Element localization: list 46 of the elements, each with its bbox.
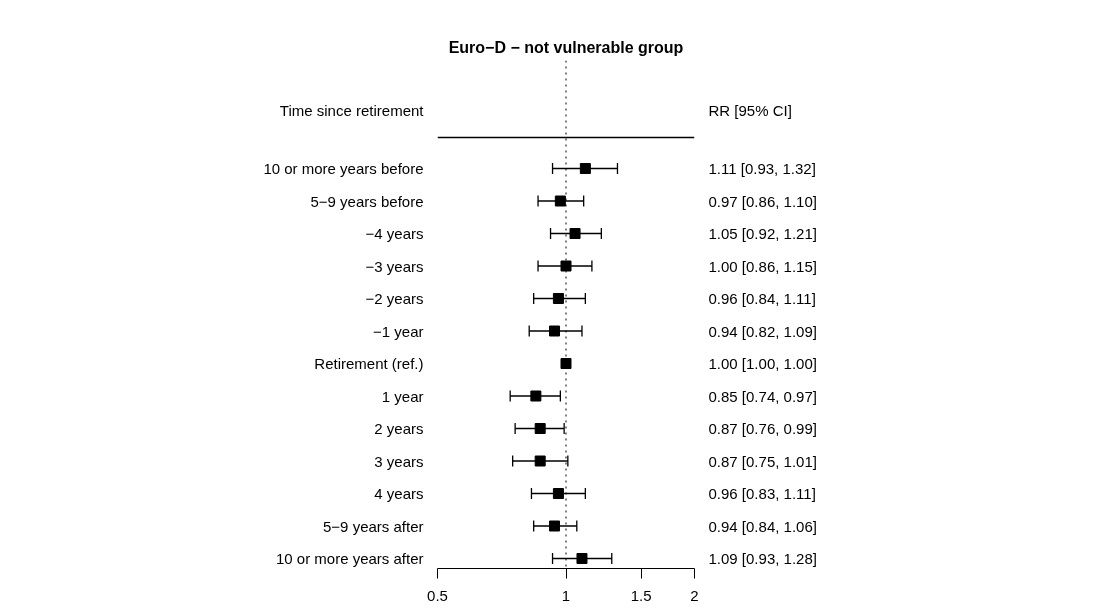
data-label: 0.87 [0.76, 0.99]: [708, 420, 817, 437]
y-tick-label: 3 years: [374, 452, 424, 470]
data-label: 0.94 [0.82, 1.09]: [708, 322, 817, 340]
data-label: 1.00 [1.00, 1.00]: [708, 355, 817, 372]
y-axis-title: Time since retirement: [279, 102, 425, 119]
point: [552, 488, 564, 499]
y2-axis-title: RR [95% CI]: [708, 102, 792, 119]
point: [552, 293, 564, 304]
data-label: 1.05 [0.92, 1.21]: [708, 225, 817, 242]
point: [530, 390, 542, 402]
data-label: 1.09 [0.93, 1.28]: [708, 550, 817, 567]
y-tick-label: −4 years: [365, 225, 424, 242]
point: [554, 195, 566, 207]
y-tick-label: 1 year: [381, 387, 424, 405]
y-tick-label: 5−9 years after: [323, 517, 424, 535]
y-tick-label: 5−9 years before: [310, 192, 424, 210]
point: [534, 423, 546, 434]
data-label: 0.96 [0.84, 1.11]: [708, 290, 816, 307]
point: [576, 553, 588, 564]
point: [549, 325, 561, 337]
y-tick-label: 2 years: [374, 420, 424, 437]
data-label: 1.00 [0.86, 1.15]: [708, 257, 817, 275]
point: [569, 228, 581, 239]
x-tick-label: 1: [561, 586, 571, 604]
chart-title: Euro−D − not vulnerable group: [448, 38, 684, 56]
point: [579, 163, 591, 174]
y-tick-label: −1 year: [373, 322, 424, 340]
x-tick-label: 0.5: [427, 586, 448, 604]
y-tick-label: 10 or more years after: [275, 550, 424, 567]
data-label: 0.94 [0.84, 1.06]: [708, 517, 817, 535]
x-tick-label: 2: [690, 586, 699, 604]
point: [549, 520, 561, 532]
y-tick-label: 4 years: [374, 485, 424, 502]
y-tick-label: −2 years: [365, 290, 424, 307]
data-label: 1.11 [0.93, 1.32]: [708, 160, 816, 177]
y-tick-label: −3 years: [365, 257, 424, 275]
data-label: 0.87 [0.75, 1.01]: [708, 452, 817, 470]
data-label: 0.96 [0.83, 1.11]: [708, 485, 816, 502]
point: [534, 455, 546, 467]
point: [560, 260, 572, 272]
y-tick-label: Retirement (ref.): [314, 355, 424, 372]
data-label: 0.97 [0.86, 1.10]: [708, 192, 817, 210]
point: [560, 358, 572, 369]
x-tick-label: 1.5: [630, 586, 652, 604]
data-label: 0.85 [0.74, 0.97]: [708, 387, 817, 405]
y-tick-label: 10 or more years before: [263, 160, 424, 177]
